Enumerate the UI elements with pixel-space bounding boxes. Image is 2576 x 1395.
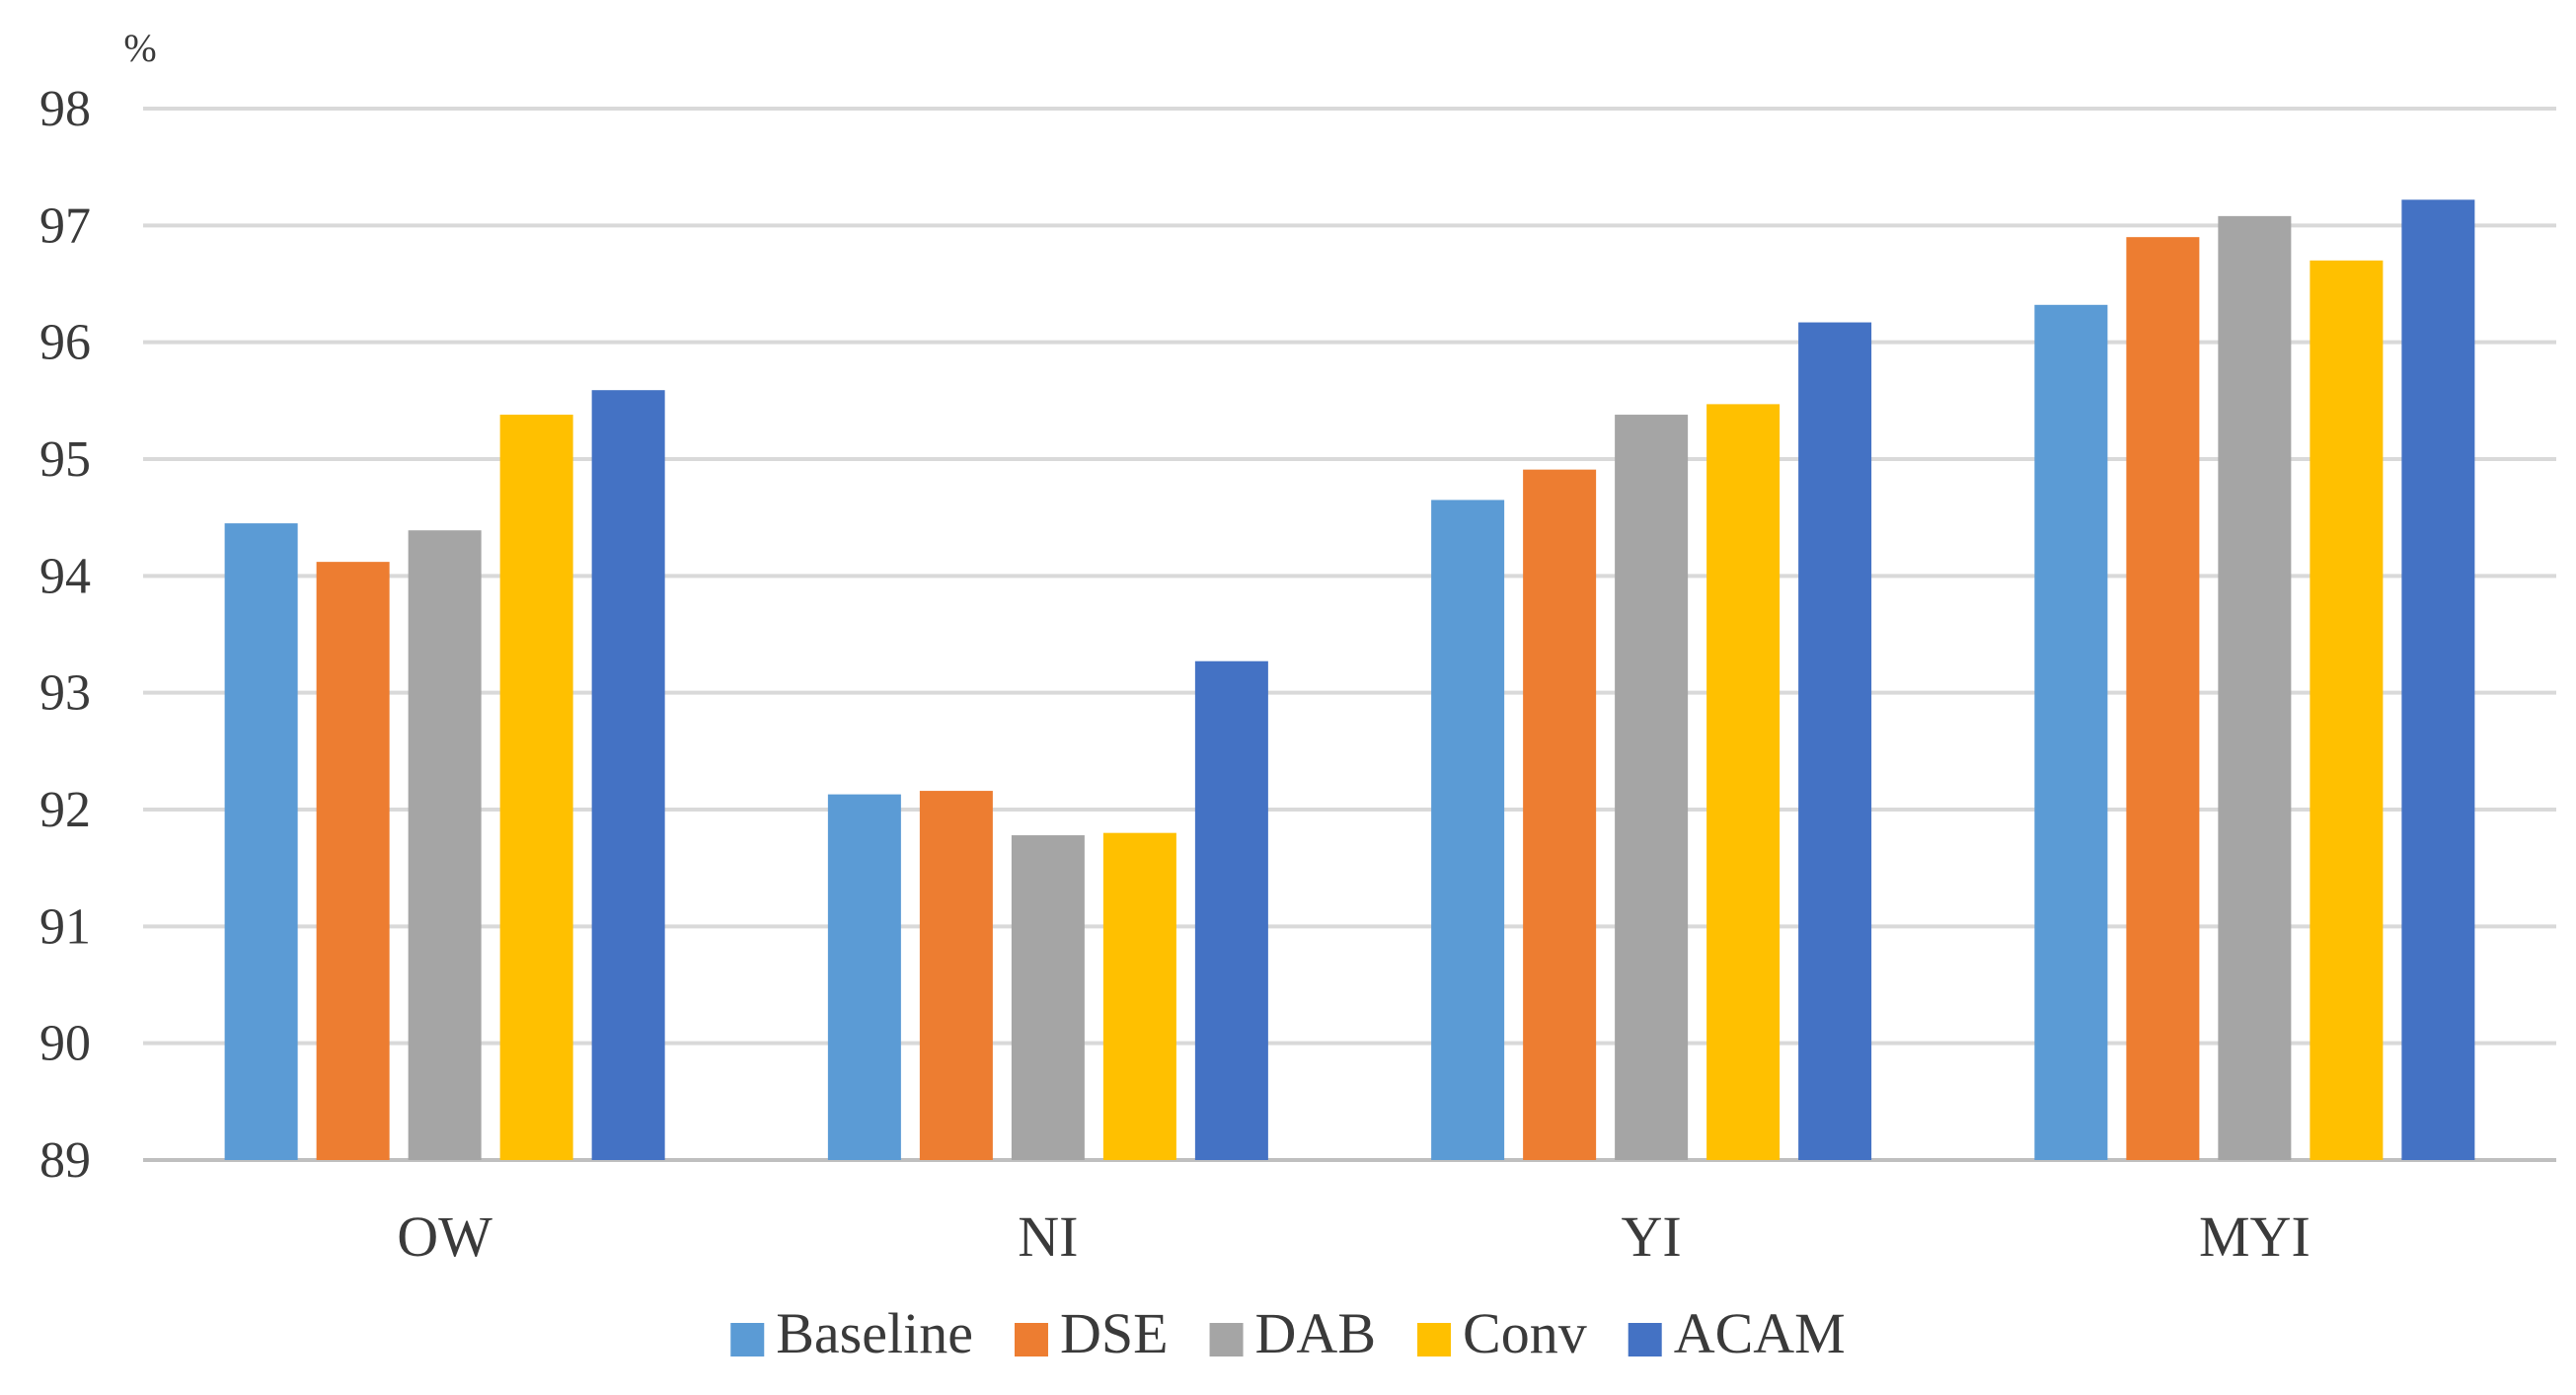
legend-label-conv: Conv: [1463, 1301, 1587, 1365]
bar-acam-ow: [591, 390, 665, 1160]
bar-conv-myi: [2310, 260, 2384, 1160]
bar-dab-yi: [1615, 415, 1689, 1160]
bar-baseline-ow: [224, 523, 298, 1160]
bar-acam-ni: [1194, 660, 1268, 1160]
legend: Baseline DSE DAB Conv ACAM: [730, 1301, 1846, 1365]
x-category-label: MYI: [2199, 1204, 2311, 1269]
bar-dab-ni: [1011, 835, 1085, 1160]
y-tick-label: 98: [39, 81, 91, 137]
bar-dse-myi: [2126, 237, 2200, 1160]
legend-swatch-acam: [1628, 1323, 1662, 1356]
bars: [224, 199, 2475, 1161]
y-tick-label: 96: [39, 315, 91, 371]
bar-dse-ow: [316, 562, 390, 1160]
legend-label-acam: ACAM: [1674, 1301, 1846, 1365]
y-axis-ticks: 89 90 91 92 93 94 95 96 97 98: [39, 81, 91, 1189]
y-tick-label: 97: [39, 197, 91, 254]
x-category-label: YI: [1622, 1204, 1682, 1269]
legend-swatch-dse: [1014, 1323, 1048, 1356]
y-tick-label: 93: [39, 665, 91, 722]
bar-conv-ow: [499, 415, 573, 1160]
legend-swatch-conv: [1417, 1323, 1452, 1356]
legend-label-dab: DAB: [1255, 1301, 1376, 1365]
bar-baseline-yi: [1431, 500, 1505, 1161]
bar-acam-myi: [2401, 199, 2475, 1161]
y-axis-unit-label: %: [123, 26, 156, 70]
bar-dse-yi: [1523, 469, 1597, 1160]
y-tick-label: 89: [39, 1132, 91, 1189]
bar-dab-myi: [2218, 215, 2292, 1160]
y-tick-label: 95: [39, 431, 91, 488]
bar-dab-ow: [408, 530, 482, 1160]
bar-conv-ni: [1102, 832, 1176, 1160]
legend-swatch-baseline: [730, 1323, 765, 1356]
bar-baseline-myi: [2034, 304, 2108, 1160]
bar-dse-ni: [919, 791, 993, 1160]
y-tick-label: 91: [39, 898, 91, 955]
legend-label-baseline: Baseline: [776, 1301, 973, 1365]
x-category-label: NI: [1018, 1204, 1078, 1269]
bar-acam-yi: [1798, 322, 1872, 1160]
legend-swatch-dab: [1209, 1323, 1244, 1356]
legend-label-dse: DSE: [1060, 1301, 1169, 1365]
y-tick-label: 94: [39, 548, 91, 604]
y-tick-label: 92: [39, 782, 91, 838]
x-axis-categories: OW NI YI MYI: [397, 1204, 2310, 1269]
x-category-label: OW: [397, 1204, 492, 1269]
bar-conv-yi: [1706, 404, 1780, 1161]
y-tick-label: 90: [39, 1016, 91, 1072]
bar-baseline-ni: [827, 794, 901, 1160]
